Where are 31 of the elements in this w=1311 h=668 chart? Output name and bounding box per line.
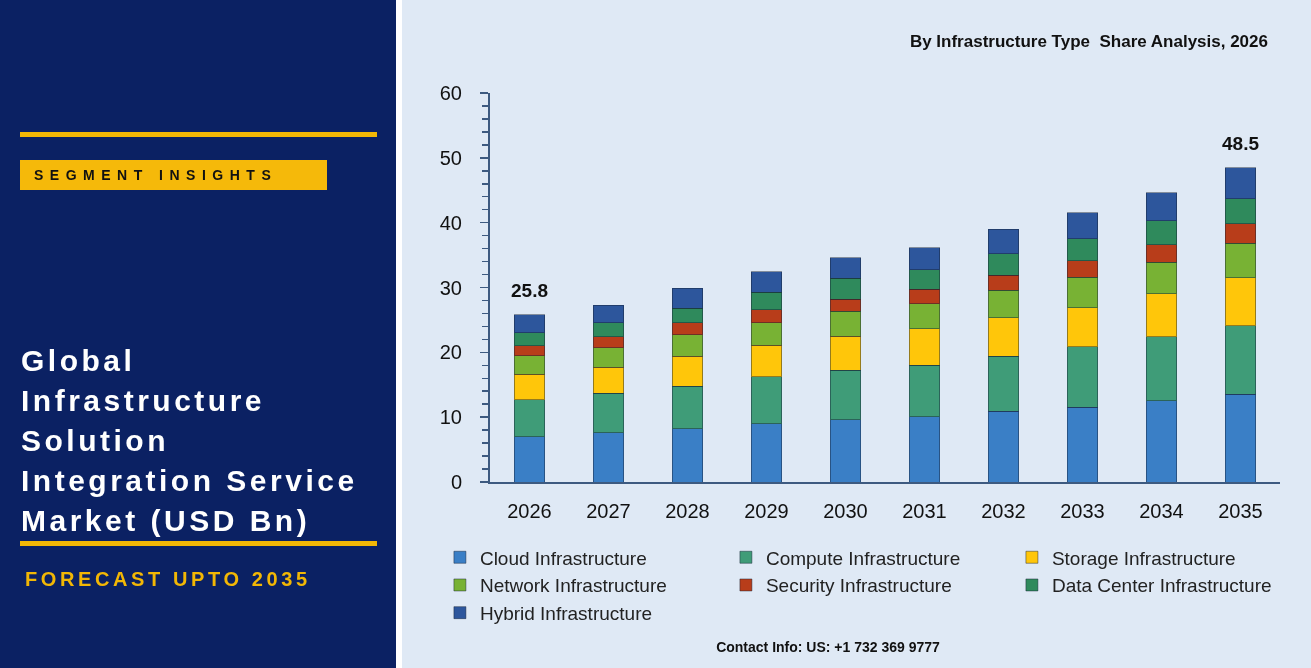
- y-tick-label: 10: [439, 406, 462, 429]
- x-tick-label: 2029: [744, 500, 789, 522]
- legend-label: Data Center Infrastructure: [1051, 575, 1272, 597]
- text: SEGMENT INSIGHTS: [20, 160, 327, 190]
- x-tick-label: 2026: [507, 500, 552, 522]
- text: Contact Info: US: +1 732 369 9777: [716, 639, 940, 655]
- legend-label: Hybrid Infrastructure: [479, 603, 653, 625]
- chart-subtitle: By Infrastructure Type Share Analysis, 2026: [909, 32, 1268, 52]
- y-tick-label: 0: [450, 471, 462, 493]
- x-tick-label: 2028: [665, 500, 710, 522]
- x-tick-label: 2030: [823, 500, 868, 522]
- y-tick-label: 50: [439, 146, 462, 169]
- y-tick-label: 30: [439, 276, 462, 299]
- text: FORECAST UPTO 2035: [25, 568, 311, 591]
- legend-label: Compute Infrastructure: [765, 547, 961, 569]
- legend-label: Storage Infrastructure: [1051, 547, 1236, 569]
- legend-label: Network Infrastructure: [479, 575, 667, 597]
- x-tick-label: 2033: [1060, 500, 1105, 522]
- y-tick-label: 40: [439, 211, 462, 234]
- x-tick-label: 2032: [981, 500, 1026, 522]
- text: Global Infrastructure Solution Integration Service Market (USD Bn): [21, 343, 359, 539]
- x-tick-label: 2035: [1218, 500, 1263, 522]
- x-tick-label: 2027: [586, 500, 631, 522]
- y-tick-label: 60: [439, 82, 462, 104]
- x-tick-label: 2034: [1139, 500, 1184, 522]
- legend-label: Cloud Infrastructure: [479, 547, 647, 569]
- y-tick-label: 20: [439, 341, 462, 364]
- legend-label: Security Infrastructure: [765, 575, 952, 597]
- total-label: 25.8: [511, 280, 548, 301]
- x-tick-label: 2031: [902, 500, 947, 522]
- total-label: 48.5: [1222, 133, 1260, 154]
